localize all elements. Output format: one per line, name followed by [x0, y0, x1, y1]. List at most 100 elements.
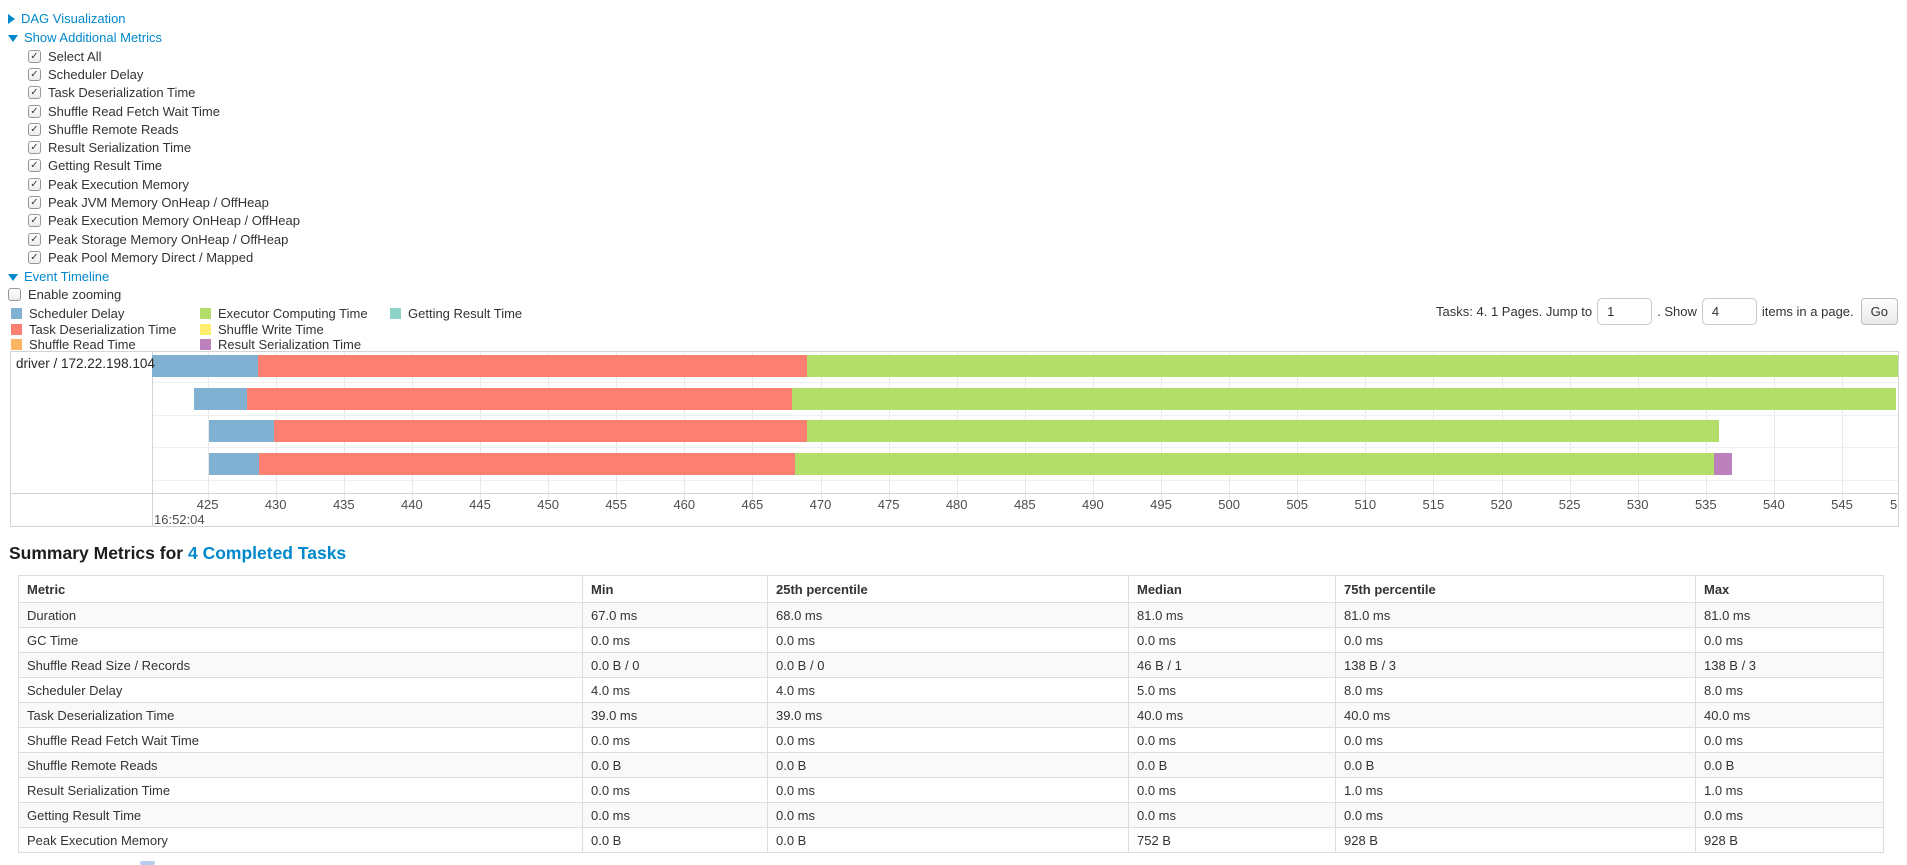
checkbox-checked-icon[interactable]: ✓ — [28, 49, 41, 63]
legend-swatch-icon — [200, 308, 211, 320]
metric-value-cell: 81.0 ms — [1335, 602, 1696, 628]
metric-checkbox-label: Peak Pool Memory Direct / Mapped — [48, 249, 254, 265]
metric-value-cell: 40.0 ms — [1335, 702, 1696, 728]
checkbox-checked-icon[interactable]: ✓ — [28, 177, 41, 191]
metric-value-cell: 752 B — [1128, 827, 1336, 853]
metric-value-cell: 40.0 ms — [1695, 702, 1884, 728]
metric-checkbox-getting-result-time[interactable]: ✓ Getting Result Time — [28, 157, 300, 175]
legend-item-shuffle-read-time: Shuffle Read Time — [11, 337, 200, 352]
go-button[interactable]: Go — [1860, 297, 1898, 325]
checkbox-icon[interactable]: ✓ — [8, 288, 21, 302]
metric-value-cell: 0.0 ms — [1335, 802, 1696, 828]
caret-right-icon — [8, 13, 15, 24]
metric-value-cell: 81.0 ms — [1128, 602, 1336, 628]
metric-value-cell: 8.0 ms — [1695, 677, 1884, 703]
legend-swatch-icon — [200, 323, 211, 335]
enable-zooming-checkbox[interactable]: ✓ Enable zooming — [8, 286, 300, 304]
checkbox-checked-icon[interactable]: ✓ — [28, 104, 41, 118]
metric-value-cell: 0.0 B — [767, 827, 1129, 853]
legend-item-scheduler-delay: Scheduler Delay — [11, 306, 200, 321]
timeline-legend: Scheduler Delay Task Deserialization Time… — [11, 306, 522, 352]
event-timeline-toggle[interactable]: Event Timeline — [8, 267, 300, 286]
show-additional-metrics-label: Show Additional Metrics — [24, 30, 163, 45]
checkbox-checked-icon[interactable]: ✓ — [28, 214, 41, 228]
metric-checkbox-peak-storage-memory-onheap-offheap[interactable]: ✓ Peak Storage Memory OnHeap / OffHeap — [28, 230, 300, 248]
column-header-metric: Metric — [18, 575, 583, 603]
metric-value-cell: 0.0 B / 0 — [767, 652, 1129, 678]
completed-tasks-link[interactable]: 4 Completed Tasks — [187, 543, 347, 563]
metric-checkbox-label: Task Deserialization Time — [48, 85, 196, 101]
timeline-bar-executor_computing — [806, 420, 1720, 442]
timeline-bar-scheduler_delay — [208, 453, 260, 475]
items-per-page-input[interactable] — [1701, 297, 1757, 325]
metric-checkbox-label: Peak JVM Memory OnHeap / OffHeap — [48, 195, 269, 211]
axis-tick-label: 465 — [741, 497, 764, 512]
axis-tick-label: 500 — [1218, 497, 1240, 512]
column-header-median: Median — [1128, 575, 1336, 603]
metric-name-cell: Shuffle Remote Reads — [18, 752, 583, 778]
legend-swatch-icon — [11, 323, 22, 335]
metric-value-cell: 68.0 ms — [767, 602, 1129, 628]
metric-checkbox-scheduler-delay[interactable]: ✓ Scheduler Delay — [28, 65, 300, 83]
checkbox-checked-icon[interactable]: ✓ — [28, 250, 41, 264]
table-row-result-serialization-time: Result Serialization Time 0.0 ms 0.0 ms 0.0… — [18, 777, 1884, 803]
timeline-bar-executor_computing — [791, 388, 1897, 410]
checkbox-checked-icon[interactable]: ✓ — [28, 86, 41, 100]
checkbox-checked-icon[interactable]: ✓ — [28, 159, 41, 173]
legend-item-label: Executor Computing Time — [218, 306, 368, 322]
dag-visualization-label: DAG Visualization — [21, 11, 126, 26]
column-header-25th-percentile: 25th percentile — [767, 575, 1129, 603]
metric-checkbox-task-deserialization-time[interactable]: ✓ Task Deserialization Time — [28, 84, 300, 102]
metric-name-cell: Peak Execution Memory — [18, 827, 583, 853]
checkbox-checked-icon[interactable]: ✓ — [28, 232, 41, 246]
metric-value-cell: 4.0 ms — [767, 677, 1129, 703]
metric-value-cell: 0.0 B — [767, 752, 1129, 778]
metric-checkbox-peak-pool-memory-direct-mapped[interactable]: ✓ Peak Pool Memory Direct / Mapped — [28, 248, 300, 266]
metric-value-cell: 0.0 ms — [1128, 627, 1336, 653]
metric-checkbox-label: Shuffle Read Fetch Wait Time — [48, 103, 220, 119]
legend-item-label: Getting Result Time — [408, 306, 523, 322]
checkbox-checked-icon[interactable]: ✓ — [28, 196, 41, 210]
metric-value-cell: 46 B / 1 — [1128, 652, 1336, 678]
metric-checkbox-label: Peak Execution Memory OnHeap / OffHeap — [48, 213, 300, 229]
checkbox-checked-icon[interactable]: ✓ — [28, 67, 41, 81]
metric-checkbox-shuffle-read-fetch-wait-time[interactable]: ✓ Shuffle Read Fetch Wait Time — [28, 102, 300, 120]
axis-tick-label: 485 — [1013, 497, 1036, 512]
summary-metrics-table: Metric Min 25th percentile Median 75th perce… — [18, 575, 1884, 853]
axis-tick-label: 515 — [1422, 497, 1445, 512]
column-header-75th-percentile: 75th percentile — [1335, 575, 1696, 603]
metric-checkbox-result-serialization-time[interactable]: ✓ Result Serialization Time — [28, 138, 300, 156]
metric-value-cell: 4.0 ms — [582, 677, 768, 703]
legend-column: Getting Result Time — [390, 306, 522, 352]
timeline-gridline — [207, 352, 209, 500]
dag-visualization-toggle[interactable]: DAG Visualization — [8, 9, 300, 28]
metric-checkbox-peak-jvm-memory-onheap-offheap[interactable]: ✓ Peak JVM Memory OnHeap / OffHeap — [28, 193, 300, 211]
axis-tick-label: 435 — [332, 497, 355, 512]
metric-value-cell: 0.0 ms — [767, 727, 1129, 753]
metric-value-cell: 0.0 ms — [1695, 627, 1884, 653]
event-timeline-plot: 425 430 435 440 445 450 455 460 465 470 475 480 485 4… — [11, 352, 1898, 526]
axis-tick-label: 530 — [1626, 497, 1649, 512]
cutoff-content — [140, 861, 155, 865]
metric-value-cell: 1.0 ms — [1695, 777, 1884, 803]
metric-name-cell: GC Time — [18, 627, 583, 653]
axis-tick-label: 505 — [1286, 497, 1309, 512]
metric-value-cell: 0.0 ms — [1695, 727, 1884, 753]
metric-checkbox-label: Shuffle Remote Reads — [48, 121, 179, 137]
checkbox-checked-icon[interactable]: ✓ — [28, 122, 41, 136]
metric-checkbox-shuffle-remote-reads[interactable]: ✓ Shuffle Remote Reads — [28, 120, 300, 138]
legend-column: Scheduler Delay Task Deserialization Time… — [11, 306, 200, 352]
metric-checkbox-select-all[interactable]: ✓ Select All — [28, 47, 300, 65]
summary-title-text: Summary Metrics for — [9, 543, 184, 563]
metric-checkbox-peak-execution-memory[interactable]: ✓ Peak Execution Memory — [28, 175, 300, 193]
metric-checkbox-peak-execution-memory-onheap-offheap[interactable]: ✓ Peak Execution Memory OnHeap / OffHeap — [28, 212, 300, 230]
caret-down-icon — [8, 35, 18, 42]
metric-value-cell: 40.0 ms — [1128, 702, 1336, 728]
checkbox-checked-icon[interactable]: ✓ — [28, 141, 41, 155]
jump-to-page-input[interactable] — [1597, 297, 1653, 325]
show-additional-metrics-toggle[interactable]: Show Additional Metrics — [8, 28, 300, 47]
axis-tick-label: 425 — [196, 497, 219, 512]
metric-value-cell: 0.0 ms — [1695, 802, 1884, 828]
axis-tick-label: 475 — [877, 497, 900, 512]
metric-name-cell: Duration — [18, 602, 583, 628]
